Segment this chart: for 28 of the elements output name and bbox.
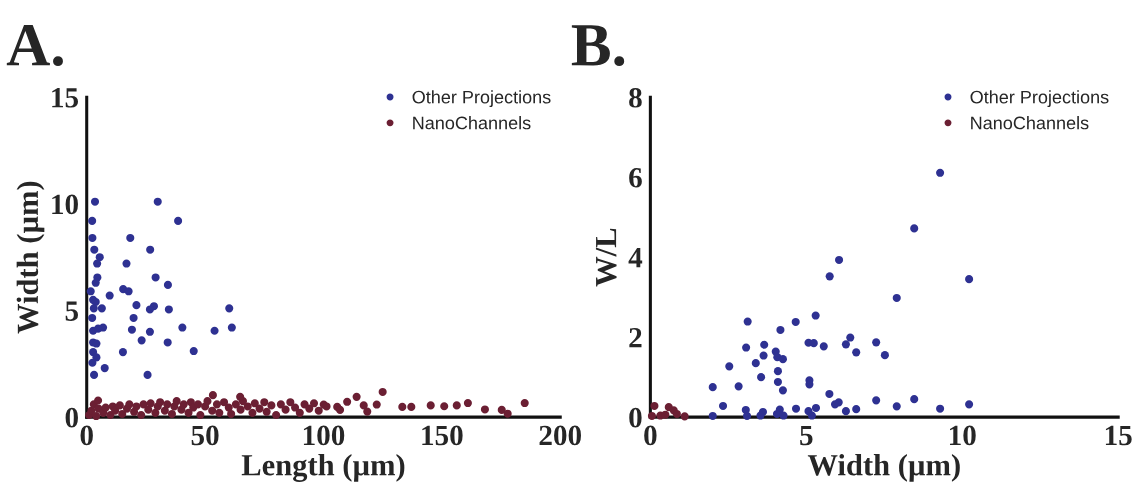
y-axis-title: Width (µm) (16, 181, 45, 334)
x-tick-label: 15 (1105, 425, 1132, 446)
x-tick-label: 200 (539, 425, 581, 446)
x-tick-label: 5 (800, 425, 813, 446)
x-tick-label: 50 (191, 425, 219, 446)
y-tick-label: 2 (629, 327, 642, 348)
y-tick-label: 5 (65, 301, 79, 321)
y-tick-label: 0 (629, 407, 642, 428)
legend-label: Other Projections (970, 90, 1109, 108)
chart-title: B. (571, 25, 625, 67)
y-tick-label: 0 (65, 407, 78, 428)
x-tick-label: 0 (80, 425, 93, 446)
x-axis-title: Width (µm) (807, 454, 960, 482)
legend-label: NanoChannels (971, 116, 1089, 130)
x-tick-label: 0 (644, 425, 657, 446)
chart-title: A. (6, 24, 63, 67)
y-tick-label: 8 (629, 87, 642, 108)
x-tick-label: 10 (950, 425, 976, 446)
legend-label: Other Projections (412, 90, 551, 108)
x-tick-label: 100 (303, 425, 345, 446)
y-tick-label: 4 (628, 248, 643, 268)
y-tick-label: 6 (629, 168, 642, 188)
y-tick-label: 15 (52, 88, 79, 108)
x-tick-label: 150 (422, 425, 463, 446)
x-axis-title: Length (µm) (241, 454, 405, 482)
y-tick-label: 10 (52, 194, 78, 215)
legend-label: NanoChannels (413, 116, 531, 130)
y-axis-title: W/L (595, 228, 617, 287)
